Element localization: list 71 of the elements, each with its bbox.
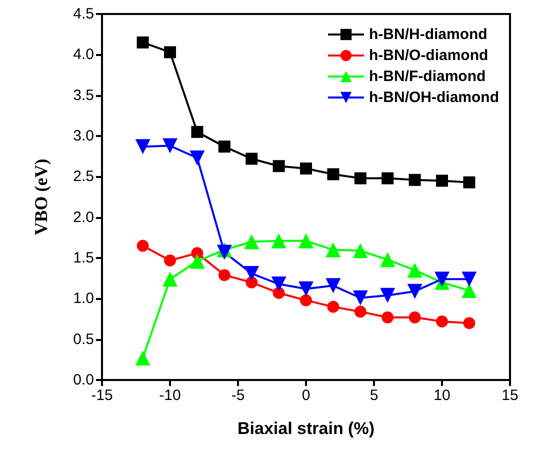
point [380,288,396,303]
point [164,254,176,266]
point [352,290,368,306]
x-tick-label: -5 [231,387,245,404]
x-tick-label: 10 [434,387,450,404]
point [271,233,286,248]
point [135,350,150,366]
legend-label: h-BN/F-diamond [369,68,486,85]
y-axis-title: VBO (eV) [31,158,51,236]
point [407,284,422,299]
point [463,317,476,330]
y-tick-label: 2.0 [73,208,94,226]
point [191,126,204,138]
x-tick-label: 15 [502,387,518,404]
point [382,172,394,184]
point [246,152,258,165]
x-tick-label: -10 [159,387,181,404]
point [298,281,314,296]
y-tick-label: 4.5 [73,6,94,22]
point [136,36,149,48]
point [190,150,205,166]
y-tick-label: 3.0 [73,128,94,144]
point [408,174,421,186]
point [408,311,421,324]
point [300,294,312,306]
point [300,162,312,175]
y-tick-label: 1.5 [73,250,94,266]
point [162,272,178,287]
point [354,172,366,184]
point [326,278,341,294]
y-tick-label: 1.0 [73,290,94,308]
point [218,140,230,153]
point [462,283,477,298]
point [218,269,230,282]
point [164,46,176,58]
point [326,242,341,258]
point [436,174,448,187]
point [463,176,476,188]
point [434,272,450,287]
point [162,138,178,154]
point [246,276,258,288]
y-tick-label: 3.5 [73,86,94,104]
point [272,160,285,172]
point [298,233,314,248]
legend-label: h-BN/H-diamond [369,26,488,43]
point [327,300,340,313]
y-tick-label: 2.5 [73,168,94,186]
x-tick-label: 5 [370,387,378,404]
x-tick-label: 0 [302,387,310,404]
x-axis-title: Biaxial strain (%) [238,419,374,438]
x-tick-label: -15 [91,387,113,404]
point [352,243,368,258]
legend-label: h-BN/O-diamond [369,47,488,64]
point [380,252,396,268]
point [354,306,366,318]
y-tick-label: 4.0 [73,46,94,64]
y-tick-label: 0.0 [73,372,94,388]
y-tick-label: 0.5 [73,330,94,348]
point [136,240,149,252]
point [436,315,448,328]
point [135,139,150,154]
point [407,262,422,278]
point [271,276,286,292]
point [327,168,340,180]
point [190,254,205,269]
legend-label: h-BN/OH-diamond [369,89,499,106]
point [272,286,285,299]
point [244,266,260,281]
point [244,234,260,250]
point [382,311,394,324]
point [462,272,477,287]
